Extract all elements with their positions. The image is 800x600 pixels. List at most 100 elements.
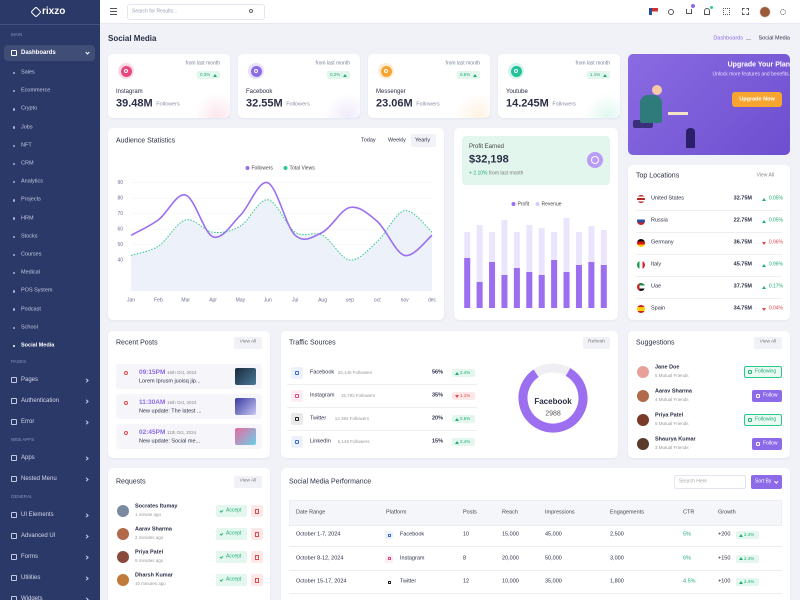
- submenu-item[interactable]: NFT: [21, 142, 32, 149]
- traffic-percent: 15%: [431, 438, 443, 445]
- row-divider: [636, 232, 782, 233]
- country-flag: [637, 195, 645, 203]
- accept-button[interactable]: [216, 528, 247, 540]
- delete-button[interactable]: [251, 574, 263, 586]
- tab[interactable]: Yearly: [415, 137, 431, 144]
- country-value: 37.75M: [733, 283, 752, 290]
- menu-item[interactable]: Error: [21, 419, 35, 425]
- submenu-item[interactable]: Podcast: [21, 305, 41, 312]
- trend-arrow: [455, 371, 459, 375]
- delete-button[interactable]: [251, 551, 263, 563]
- menu-item[interactable]: Pages: [21, 377, 39, 383]
- menu-item[interactable]: UI Elements: [21, 512, 54, 518]
- change-badge: [452, 415, 475, 423]
- submenu-item[interactable]: Sales: [21, 69, 35, 76]
- stat-note: from last month: [575, 60, 610, 67]
- submenu-item[interactable]: Ecommerce: [21, 87, 51, 94]
- menu-icon: [11, 419, 17, 425]
- submenu-item[interactable]: School: [21, 324, 38, 331]
- follow-icon: [756, 442, 760, 446]
- traffic-platform: Facebook: [310, 369, 335, 376]
- delete-button[interactable]: [251, 505, 263, 517]
- submenu-item[interactable]: Analytics: [21, 178, 44, 185]
- accept-button[interactable]: [216, 574, 247, 586]
- upgrade-button[interactable]: [732, 92, 782, 107]
- traffic-followers: 6,145 Followers: [337, 438, 370, 444]
- upgrade-text: Unlock more features and benefits.: [712, 71, 790, 78]
- view-all: View All: [239, 339, 257, 345]
- menu-item[interactable]: Dashboards: [21, 50, 56, 56]
- view-all-button[interactable]: [234, 337, 262, 349]
- menu-item[interactable]: Widgets: [21, 596, 43, 600]
- breadcrumb-current: Social Media: [758, 35, 791, 42]
- submenu-item[interactable]: Jobs: [21, 123, 33, 130]
- sort-label: Sort By: [755, 478, 772, 485]
- country-name: Germany: [651, 239, 674, 246]
- menu-item[interactable]: Advanced UI: [21, 533, 56, 539]
- card-title: Suggestions: [636, 339, 675, 347]
- request-avatar: [117, 528, 129, 540]
- follow-label: Following: [755, 416, 777, 423]
- submenu-item[interactable]: HRM: [21, 214, 34, 221]
- menu-toggle: [110, 11, 117, 12]
- country-change: 0.05%: [768, 195, 783, 202]
- platform-name: Instagram: [116, 89, 143, 95]
- card-title: Requests: [116, 478, 146, 486]
- platform-name: Messenger: [376, 89, 406, 95]
- submenu-item[interactable]: Stocks: [21, 233, 38, 240]
- submenu-item[interactable]: CRM: [21, 160, 34, 167]
- submenu-item[interactable]: Projects: [21, 196, 41, 203]
- submenu-dot: [12, 308, 16, 311]
- fullscreen-icon[interactable]: [742, 8, 749, 15]
- tab[interactable]: Today: [361, 137, 376, 144]
- delete-button[interactable]: [251, 528, 263, 540]
- trend-arrow: [739, 580, 743, 584]
- submenu-dot: [12, 199, 16, 202]
- follow-button[interactable]: [744, 366, 782, 378]
- platform-icon: [385, 554, 393, 563]
- platform-glyph: [295, 440, 299, 444]
- menu-item[interactable]: Nested Menu: [21, 476, 57, 482]
- table-header-cell: CTR: [683, 509, 695, 516]
- table-search[interactable]: [674, 475, 746, 489]
- submenu-dot: [12, 108, 16, 111]
- apps-icon[interactable]: [723, 8, 730, 15]
- follow-button[interactable]: [752, 390, 782, 402]
- menu-item[interactable]: Forms: [21, 554, 38, 560]
- traffic-platform: Instagram: [310, 392, 335, 399]
- traffic-change: 2.4%: [460, 438, 471, 444]
- refresh-button[interactable]: [583, 337, 610, 349]
- accept-button[interactable]: [216, 551, 247, 563]
- platform-glyph: [387, 580, 391, 584]
- menu-item[interactable]: Apps: [21, 455, 35, 461]
- submenu-item[interactable]: Medical: [21, 269, 40, 276]
- cart-badge: [690, 3, 696, 9]
- follow-label: Follow: [763, 440, 778, 447]
- tab[interactable]: Weekly: [388, 137, 406, 144]
- change-badge: [452, 392, 475, 400]
- menu-item[interactable]: Authentication: [21, 398, 60, 404]
- trend-arrow: [762, 219, 766, 223]
- submenu-item[interactable]: Social Media: [21, 342, 55, 349]
- notification-dot: [709, 5, 713, 9]
- follow-button[interactable]: [744, 414, 782, 426]
- stat-value: 14.245M: [506, 97, 549, 110]
- accept-button[interactable]: [216, 505, 247, 517]
- view-all-button[interactable]: [234, 476, 262, 488]
- menu-item[interactable]: Utilities: [21, 575, 41, 581]
- submenu-item[interactable]: POS System: [21, 287, 53, 294]
- notification-icon[interactable]: [704, 8, 710, 15]
- sort-button[interactable]: [751, 475, 782, 489]
- view-all: View All: [759, 339, 777, 345]
- submenu-item[interactable]: Courses: [21, 251, 42, 258]
- traffic-change: 1.1%: [460, 392, 471, 398]
- breadcrumb-sep: [746, 38, 751, 40]
- cart-icon[interactable]: [686, 9, 692, 14]
- table-cell: Twitter: [400, 578, 417, 585]
- submenu-item[interactable]: Crypto: [21, 105, 38, 112]
- view-all-button[interactable]: [754, 337, 782, 349]
- table-cell: 10,000: [502, 578, 519, 585]
- search-box[interactable]: [127, 4, 265, 20]
- flag-icon[interactable]: [649, 8, 658, 15]
- follow-button[interactable]: [752, 438, 782, 450]
